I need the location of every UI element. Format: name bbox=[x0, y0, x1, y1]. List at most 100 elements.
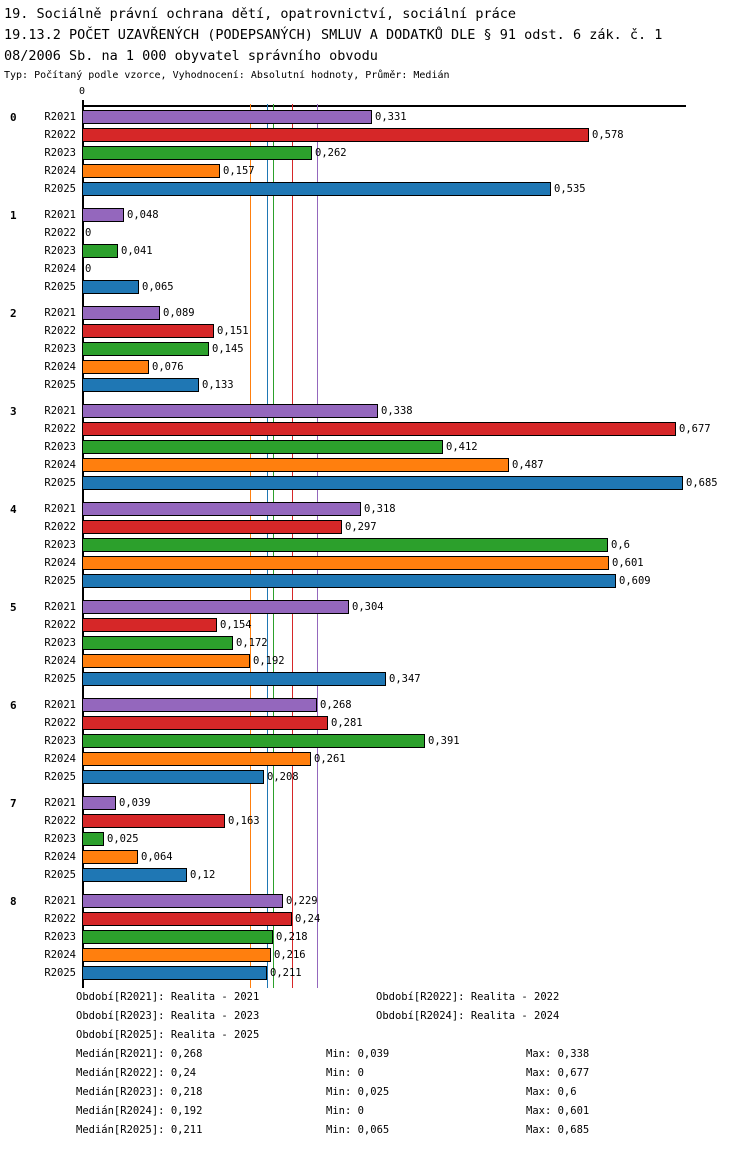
bar-R2024-0[interactable] bbox=[82, 164, 220, 178]
bar-R2022-6[interactable] bbox=[82, 716, 328, 730]
chart-row: R2022 0,281 bbox=[0, 714, 750, 732]
bar-R2024-5[interactable] bbox=[82, 654, 250, 668]
row-label-R2022: R2022 bbox=[44, 521, 76, 533]
stat-min-R2024: Min: 0 bbox=[326, 1105, 364, 1117]
bar-R2024-2[interactable] bbox=[82, 360, 149, 374]
bar-R2023-4[interactable] bbox=[82, 538, 608, 552]
bar-R2025-3[interactable] bbox=[82, 476, 683, 490]
chart-row: R2024 0,216 bbox=[0, 946, 750, 964]
bar-R2022-2[interactable] bbox=[82, 324, 214, 338]
bar-R2023-2[interactable] bbox=[82, 342, 209, 356]
bar-R2024-6[interactable] bbox=[82, 752, 311, 766]
bar-value-label: 0,6 bbox=[611, 539, 630, 551]
bar-R2022-5[interactable] bbox=[82, 618, 217, 632]
chart-subtitle: Typ: Počítaný podle vzorce, Vyhodnocení:… bbox=[4, 70, 450, 81]
group-number: 2 bbox=[10, 307, 17, 320]
bar-value-label: 0,157 bbox=[223, 165, 255, 177]
row-label-R2024: R2024 bbox=[44, 165, 76, 177]
bar-R2021-6[interactable] bbox=[82, 698, 317, 712]
stat-min-R2022: Min: 0 bbox=[326, 1067, 364, 1079]
bar-R2023-7[interactable] bbox=[82, 832, 104, 846]
bar-R2025-7[interactable] bbox=[82, 868, 187, 882]
bar-value-label: 0,229 bbox=[286, 895, 318, 907]
bar-R2024-3[interactable] bbox=[82, 458, 509, 472]
bar-value-label: 0,163 bbox=[228, 815, 260, 827]
bar-R2022-4[interactable] bbox=[82, 520, 342, 534]
bar-R2021-3[interactable] bbox=[82, 404, 378, 418]
bar-R2022-0[interactable] bbox=[82, 128, 589, 142]
bar-value-label: 0,12 bbox=[190, 869, 216, 881]
bar-R2025-5[interactable] bbox=[82, 672, 386, 686]
bar-R2021-8[interactable] bbox=[82, 894, 283, 908]
bar-R2024-4[interactable] bbox=[82, 556, 609, 570]
bar-R2023-3[interactable] bbox=[82, 440, 443, 454]
chart-row: R2024 0,261 bbox=[0, 750, 750, 768]
group-number: 5 bbox=[10, 601, 17, 614]
chart-row: R2022 0,163 bbox=[0, 812, 750, 830]
row-label-R2024: R2024 bbox=[44, 655, 76, 667]
row-label-R2023: R2023 bbox=[44, 245, 76, 257]
bar-value-label: 0,268 bbox=[320, 699, 352, 711]
bar-R2021-7[interactable] bbox=[82, 796, 116, 810]
bar-R2025-8[interactable] bbox=[82, 966, 267, 980]
bar-value-label: 0,039 bbox=[119, 797, 151, 809]
bar-R2024-8[interactable] bbox=[82, 948, 271, 962]
bar-R2025-4[interactable] bbox=[82, 574, 616, 588]
bar-R2021-4[interactable] bbox=[82, 502, 361, 516]
bar-value-label: 0,025 bbox=[107, 833, 139, 845]
row-label-R2024: R2024 bbox=[44, 263, 76, 275]
row-label-R2022: R2022 bbox=[44, 129, 76, 141]
chart-row: R2023 0,6 bbox=[0, 536, 750, 554]
bar-value-label: 0,216 bbox=[274, 949, 306, 961]
bar-value-label: 0,297 bbox=[345, 521, 377, 533]
row-label-R2022: R2022 bbox=[44, 815, 76, 827]
bar-value-label: 0,412 bbox=[446, 441, 478, 453]
bar-value-label: 0 bbox=[85, 227, 92, 239]
group-number: 3 bbox=[10, 405, 17, 418]
bar-value-label: 0,262 bbox=[315, 147, 347, 159]
legend-item-R2023: Období[R2023]: Realita - 2023 bbox=[76, 1010, 260, 1022]
bar-R2023-5[interactable] bbox=[82, 636, 233, 650]
legend-item-R2021: Období[R2021]: Realita - 2021 bbox=[76, 991, 260, 1003]
bar-R2023-8[interactable] bbox=[82, 930, 273, 944]
bar-R2021-1[interactable] bbox=[82, 208, 124, 222]
bar-R2025-2[interactable] bbox=[82, 378, 199, 392]
row-label-R2021: R2021 bbox=[44, 307, 76, 319]
row-label-R2022: R2022 bbox=[44, 423, 76, 435]
bar-R2021-5[interactable] bbox=[82, 600, 349, 614]
chart-row: R2025 0,133 bbox=[0, 376, 750, 394]
bar-R2022-8[interactable] bbox=[82, 912, 292, 926]
bar-R2023-1[interactable] bbox=[82, 244, 118, 258]
group-number: 1 bbox=[10, 209, 17, 222]
bar-value-label: 0,685 bbox=[686, 477, 718, 489]
bar-value-label: 0,065 bbox=[142, 281, 174, 293]
stat-min-R2023: Min: 0,025 bbox=[326, 1086, 390, 1098]
bar-R2021-0[interactable] bbox=[82, 110, 372, 124]
chart-row: R2023 0,218 bbox=[0, 928, 750, 946]
chart-row: R2023 0,025 bbox=[0, 830, 750, 848]
bar-R2023-0[interactable] bbox=[82, 146, 312, 160]
bar-R2023-6[interactable] bbox=[82, 734, 425, 748]
bar-value-label: 0,151 bbox=[217, 325, 249, 337]
bar-value-label: 0,145 bbox=[212, 343, 244, 355]
chart-row: R2025 0,609 bbox=[0, 572, 750, 590]
bar-R2025-1[interactable] bbox=[82, 280, 139, 294]
bar-R2021-2[interactable] bbox=[82, 306, 160, 320]
row-label-R2024: R2024 bbox=[44, 949, 76, 961]
x-axis-line bbox=[82, 105, 686, 107]
bar-R2024-7[interactable] bbox=[82, 850, 138, 864]
legend-item-R2024: Období[R2024]: Realita - 2024 bbox=[376, 1010, 560, 1022]
chart-row: R2021 0,039 bbox=[0, 794, 750, 812]
chart-row: R2025 0,347 bbox=[0, 670, 750, 688]
legend-item-R2022: Období[R2022]: Realita - 2022 bbox=[376, 991, 560, 1003]
bar-R2025-6[interactable] bbox=[82, 770, 264, 784]
bar-R2022-3[interactable] bbox=[82, 422, 676, 436]
row-label-R2021: R2021 bbox=[44, 405, 76, 417]
bar-R2025-0[interactable] bbox=[82, 182, 551, 196]
bar-value-label: 0,535 bbox=[554, 183, 586, 195]
bar-value-label: 0,391 bbox=[428, 735, 460, 747]
row-label-R2024: R2024 bbox=[44, 361, 76, 373]
bar-R2022-7[interactable] bbox=[82, 814, 225, 828]
row-label-R2021: R2021 bbox=[44, 797, 76, 809]
row-label-R2021: R2021 bbox=[44, 895, 76, 907]
